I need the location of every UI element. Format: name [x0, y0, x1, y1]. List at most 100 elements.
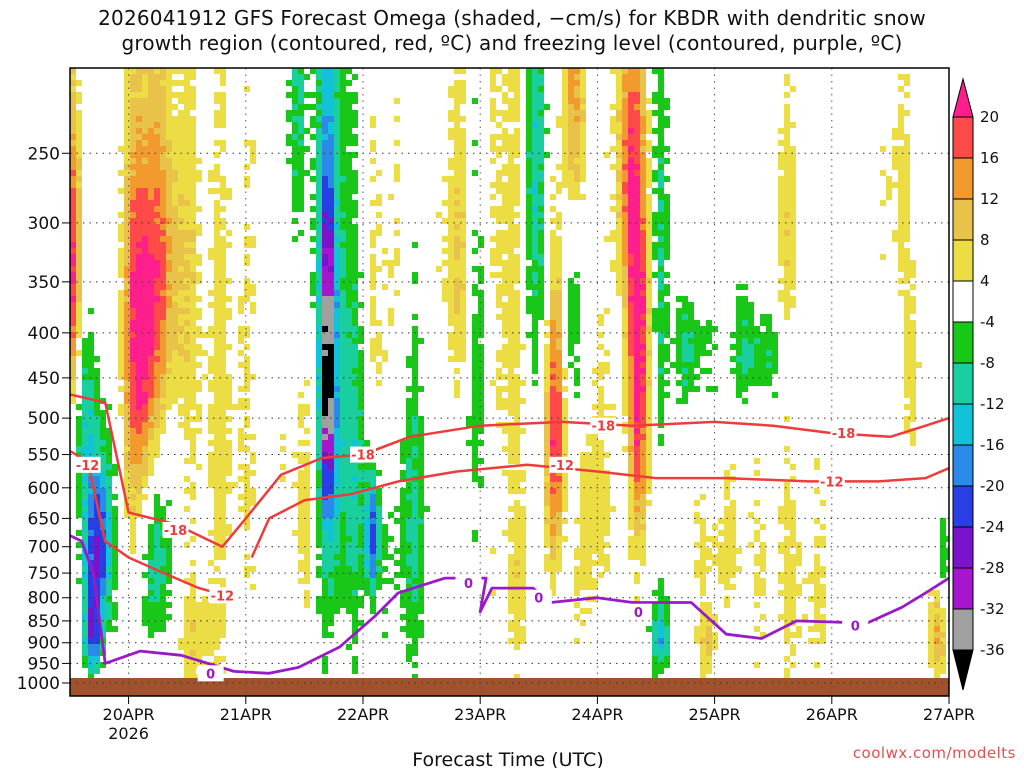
omega-cell	[208, 332, 214, 338]
omega-cell	[454, 284, 460, 290]
omega-cell	[148, 374, 154, 380]
omega-cell	[100, 410, 106, 416]
omega-cell	[340, 116, 346, 122]
omega-cell	[700, 578, 706, 584]
omega-cell	[88, 614, 94, 620]
omega-cell	[772, 356, 778, 362]
omega-cell	[214, 206, 220, 212]
omega-cell	[448, 218, 454, 224]
omega-cell	[748, 326, 754, 332]
omega-cell	[622, 248, 628, 254]
omega-cell	[316, 326, 322, 332]
omega-cell	[334, 128, 340, 134]
omega-cell	[184, 230, 190, 236]
omega-cell	[214, 578, 220, 584]
omega-cell	[184, 338, 190, 344]
omega-cell	[706, 548, 712, 554]
omega-cell	[76, 200, 82, 206]
omega-cell	[508, 326, 514, 332]
omega-cell	[160, 404, 166, 410]
omega-cell	[316, 224, 322, 230]
omega-cell	[316, 290, 322, 296]
omega-cell	[334, 506, 340, 512]
omega-cell	[436, 212, 442, 218]
omega-cell	[538, 224, 544, 230]
omega-cell	[88, 542, 94, 548]
omega-cell	[154, 422, 160, 428]
omega-cell	[604, 518, 610, 524]
omega-cell	[184, 542, 190, 548]
omega-cell	[328, 488, 334, 494]
omega-cell	[394, 254, 400, 260]
omega-cell	[640, 278, 646, 284]
omega-cell	[592, 542, 598, 548]
omega-cell	[244, 572, 250, 578]
omega-cell	[292, 92, 298, 98]
omega-cell	[184, 416, 190, 422]
omega-cell	[340, 548, 346, 554]
omega-cell	[100, 446, 106, 452]
omega-cell	[580, 584, 586, 590]
omega-cell	[166, 188, 172, 194]
omega-cell	[778, 278, 784, 284]
omega-cell	[364, 560, 370, 566]
omega-cell	[634, 344, 640, 350]
omega-cell	[658, 362, 664, 368]
omega-cell	[346, 188, 352, 194]
omega-cell	[652, 98, 658, 104]
omega-cell	[118, 350, 124, 356]
omega-cell	[100, 620, 106, 626]
chart-title-line1: 2026041912 GFS Forecast Omega (shaded, −…	[98, 6, 926, 30]
omega-cell	[508, 182, 514, 188]
omega-cell	[754, 362, 760, 368]
omega-cell	[544, 452, 550, 458]
omega-cell	[412, 272, 418, 278]
omega-cell	[472, 422, 478, 428]
omega-cell	[334, 218, 340, 224]
omega-cell	[304, 596, 310, 602]
omega-cell	[154, 266, 160, 272]
omega-cell	[238, 296, 244, 302]
omega-cell	[316, 182, 322, 188]
omega-cell	[160, 428, 166, 434]
omega-cell	[334, 308, 340, 314]
omega-cell	[130, 332, 136, 338]
omega-cell	[580, 452, 586, 458]
omega-cell	[610, 116, 616, 122]
omega-cell	[172, 260, 178, 266]
omega-cell	[352, 614, 358, 620]
omega-cell	[352, 518, 358, 524]
omega-cell	[766, 332, 772, 338]
omega-cell	[334, 182, 340, 188]
omega-cell	[352, 182, 358, 188]
omega-cell	[190, 380, 196, 386]
omega-cell	[340, 458, 346, 464]
omega-cell	[178, 314, 184, 320]
omega-cell	[142, 422, 148, 428]
omega-cell	[610, 260, 616, 266]
omega-cell	[460, 266, 466, 272]
omega-cell	[592, 464, 598, 470]
omega-cell	[82, 572, 88, 578]
omega-cell	[562, 368, 568, 374]
omega-cell	[316, 512, 322, 518]
omega-cell	[220, 296, 226, 302]
omega-cell	[604, 494, 610, 500]
omega-cell	[652, 674, 658, 680]
omega-cell	[220, 614, 226, 620]
omega-cell	[616, 254, 622, 260]
omega-cell	[520, 590, 526, 596]
omega-cell	[88, 488, 94, 494]
omega-cell	[130, 86, 136, 92]
omega-cell	[454, 302, 460, 308]
omega-cell	[82, 596, 88, 602]
omega-cell	[628, 338, 634, 344]
omega-cell	[634, 86, 640, 92]
omega-cell	[136, 434, 142, 440]
omega-cell	[184, 248, 190, 254]
omega-cell	[664, 302, 670, 308]
omega-cell	[340, 338, 346, 344]
omega-cell	[304, 566, 310, 572]
omega-cell	[334, 326, 340, 332]
omega-cell	[388, 320, 394, 326]
